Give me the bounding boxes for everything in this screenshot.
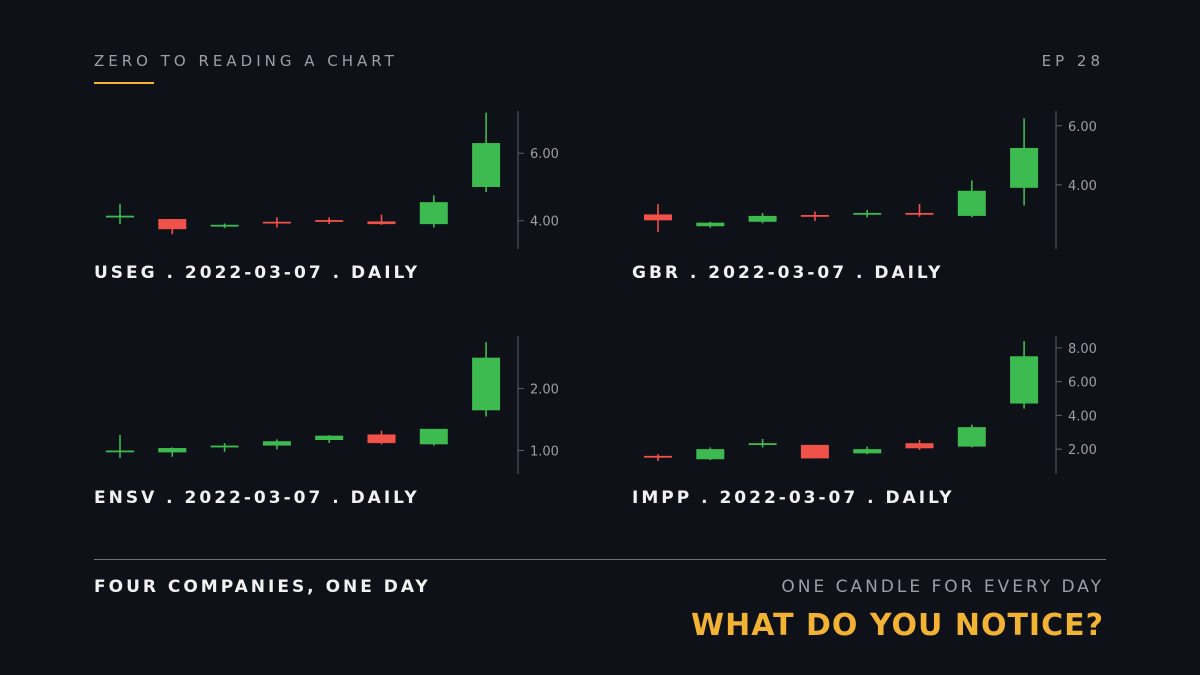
y-tick-label: 4.00 — [530, 215, 559, 230]
candle-body — [367, 221, 396, 225]
chart-label: IMPP . 2022-03-07 . DAILY — [632, 488, 955, 508]
candle-body — [1010, 147, 1039, 188]
candle-body — [262, 221, 291, 224]
candle-body — [472, 357, 501, 411]
candle-body — [957, 427, 986, 447]
candle-body — [696, 222, 725, 227]
chart-label: GBR . 2022-03-07 . DAILY — [632, 263, 944, 283]
series-title: ZERO TO READING A CHART — [94, 52, 398, 70]
candlestick-chart: 4.00 6.00 — [106, 111, 559, 249]
candlestick-chart: 4.00 6.00 — [644, 111, 1097, 249]
candlestick-chart: 2.00 4.00 6.00 8.00 — [644, 336, 1097, 474]
episode-label: EP 28 — [1041, 52, 1104, 70]
candle-body — [315, 435, 344, 440]
candle-body — [419, 202, 448, 225]
candle-body — [315, 220, 344, 222]
candle-body — [367, 434, 396, 444]
candle-body — [905, 443, 934, 449]
chart-panel-gbr: 4.00 6.00 GBR . 2022-03-07 . DAILY — [632, 103, 1132, 293]
candle-body — [644, 214, 672, 221]
candle-body — [210, 445, 239, 448]
y-tick-label: 6.00 — [530, 147, 559, 162]
candle-body — [106, 450, 134, 453]
candle-body — [158, 448, 187, 453]
candle-body — [158, 219, 187, 230]
y-tick-label: 2.00 — [530, 383, 559, 398]
y-tick-label: 1.00 — [530, 445, 559, 460]
chart-panel-ensv: 1.00 2.00 ENSV . 2022-03-07 . DAILY — [94, 328, 594, 518]
y-tick-label: 4.00 — [1068, 179, 1097, 194]
candle-body — [1010, 356, 1039, 404]
footer-question: WHAT DO YOU NOTICE? — [691, 608, 1104, 643]
candle-body — [800, 215, 829, 217]
candle-body — [853, 212, 882, 215]
candle-body — [106, 215, 134, 218]
candle-body — [262, 441, 291, 446]
y-tick-label: 2.00 — [1068, 443, 1097, 458]
chart-panel-impp: 2.00 4.00 6.00 8.00 IMPP . 2022-03-07 . DAI… — [632, 328, 1132, 518]
title-underline — [94, 82, 154, 84]
candlestick-chart: 1.00 2.00 — [106, 336, 559, 474]
y-tick-label: 6.00 — [1068, 376, 1097, 391]
footer-caption: FOUR COMPANIES, ONE DAY — [94, 577, 431, 597]
footer-subcaption: ONE CANDLE FOR EVERY DAY — [781, 577, 1104, 597]
candle-body — [853, 449, 882, 454]
y-tick-label: 8.00 — [1068, 342, 1097, 357]
chart-panel-useg: 4.00 6.00 USEG . 2022-03-07 . DAILY — [94, 103, 594, 293]
chart-label: USEG . 2022-03-07 . DAILY — [94, 263, 421, 283]
candle-body — [957, 190, 986, 216]
candle-body — [905, 212, 934, 215]
candle-body — [696, 449, 725, 460]
candle-body — [472, 143, 501, 187]
chart-label: ENSV . 2022-03-07 . DAILY — [94, 488, 420, 508]
y-tick-label: 6.00 — [1068, 120, 1097, 135]
y-tick-label: 4.00 — [1068, 409, 1097, 424]
candle-body — [210, 224, 239, 227]
candle-body — [419, 428, 448, 445]
candle-body — [748, 215, 777, 222]
candle-body — [644, 455, 672, 458]
candle-body — [748, 443, 777, 446]
candle-body — [800, 444, 829, 459]
footer-divider — [94, 559, 1106, 560]
